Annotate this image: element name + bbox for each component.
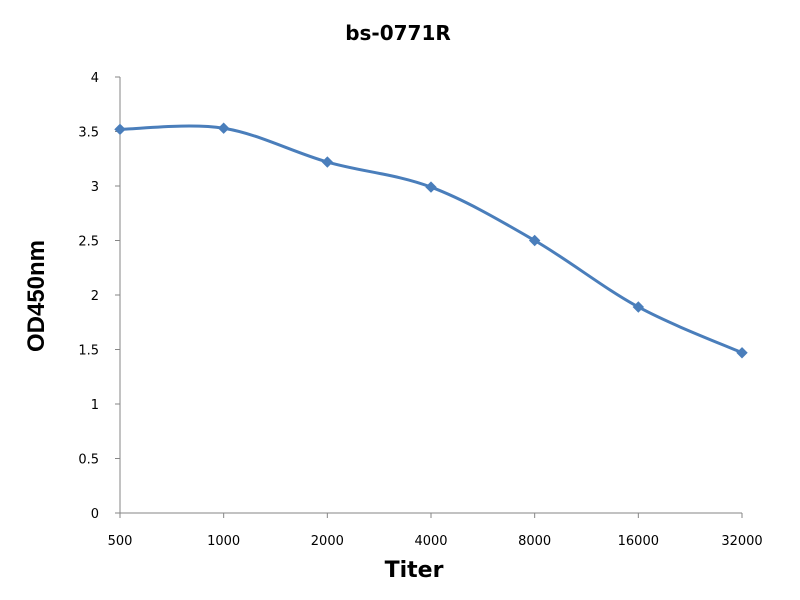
chart-title: bs-0771R <box>345 21 451 45</box>
x-tick-label: 1000 <box>207 534 240 549</box>
x-tick-label: 2000 <box>311 534 344 549</box>
x-tick-label: 4000 <box>414 534 447 549</box>
data-point <box>632 301 645 313</box>
x-tick-label: 32000 <box>721 534 762 549</box>
data-point <box>217 122 230 134</box>
y-tick-label: 4 <box>91 71 99 86</box>
y-tick-label: 2.5 <box>78 235 99 250</box>
x-tick-label: 500 <box>108 534 133 549</box>
axes <box>119 77 742 514</box>
data-point <box>528 234 541 247</box>
y-axis-label: OD450nm <box>23 240 50 352</box>
x-tick-label: 8000 <box>518 534 551 549</box>
y-tick-label: 2 <box>91 289 99 304</box>
data-point <box>736 347 748 359</box>
x-tick-label: 16000 <box>618 534 659 549</box>
y-tick-label: 1.5 <box>78 344 99 359</box>
y-tick-label: 0 <box>91 507 99 522</box>
y-tick-label: 3.5 <box>78 126 99 141</box>
data-series <box>114 122 748 359</box>
y-tick-label: 1 <box>91 398 99 413</box>
data-point <box>425 181 437 193</box>
x-axis-label: Titer <box>385 558 444 583</box>
y-tick-label: 0.5 <box>78 453 99 468</box>
series-line <box>118 124 744 355</box>
x-axis-ticks: 500 1000 2000 4000 8000 16000 32000 <box>108 513 763 549</box>
data-point <box>321 156 334 168</box>
data-point <box>114 123 126 136</box>
y-tick-label: 3 <box>91 180 99 195</box>
y-axis-ticks: 0 0.5 1 1.5 2 2.5 3 3.5 4 <box>78 71 120 522</box>
